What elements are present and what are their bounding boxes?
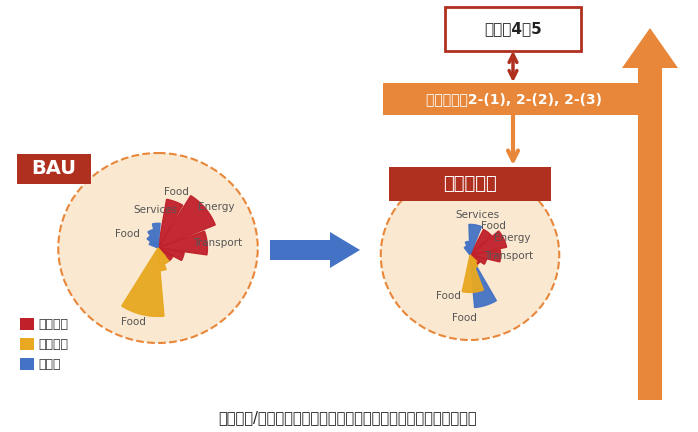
- Text: Food: Food: [481, 220, 505, 231]
- Bar: [20, 338, 34, 350]
- Polygon shape: [470, 250, 500, 262]
- Text: Food: Food: [115, 229, 140, 239]
- Polygon shape: [148, 230, 158, 248]
- Text: サブテーマ2-(1), 2-(2), 2-(3): サブテーマ2-(1), 2-(2), 2-(3): [426, 92, 602, 106]
- Polygon shape: [470, 229, 491, 255]
- Text: Transport: Transport: [484, 251, 534, 261]
- Polygon shape: [470, 255, 487, 264]
- Polygon shape: [469, 224, 482, 255]
- Polygon shape: [152, 223, 160, 248]
- Polygon shape: [158, 231, 207, 255]
- Polygon shape: [622, 28, 678, 400]
- Polygon shape: [147, 236, 158, 248]
- Text: Food: Food: [452, 313, 477, 323]
- Text: Services: Services: [133, 205, 177, 215]
- Text: 土地利用: 土地利用: [38, 337, 68, 350]
- Polygon shape: [158, 199, 183, 248]
- Ellipse shape: [380, 170, 559, 340]
- Text: Food: Food: [121, 317, 147, 327]
- Polygon shape: [470, 255, 478, 267]
- FancyBboxPatch shape: [383, 83, 645, 115]
- Bar: [20, 358, 34, 370]
- Polygon shape: [158, 248, 169, 264]
- Text: Food: Food: [436, 291, 461, 301]
- Bar: [20, 318, 34, 330]
- Polygon shape: [270, 232, 360, 268]
- Text: Energy: Energy: [494, 233, 530, 243]
- Polygon shape: [158, 248, 173, 260]
- Text: 気候変動: 気候変動: [38, 318, 68, 330]
- Polygon shape: [158, 196, 215, 248]
- Text: Food: Food: [164, 187, 188, 197]
- Polygon shape: [158, 248, 184, 260]
- FancyBboxPatch shape: [445, 7, 581, 51]
- Polygon shape: [121, 248, 164, 316]
- Text: Services: Services: [455, 210, 499, 220]
- Polygon shape: [470, 255, 496, 308]
- Ellipse shape: [58, 153, 258, 343]
- Text: BAU: BAU: [31, 159, 77, 178]
- FancyBboxPatch shape: [389, 167, 551, 201]
- Text: テーマ4・5: テーマ4・5: [484, 22, 542, 36]
- Polygon shape: [158, 248, 166, 271]
- Polygon shape: [464, 246, 470, 255]
- FancyBboxPatch shape: [17, 154, 91, 184]
- Text: Transport: Transport: [193, 238, 242, 248]
- Polygon shape: [158, 248, 165, 257]
- Polygon shape: [470, 255, 477, 263]
- Text: 水資源: 水資源: [38, 358, 61, 371]
- Polygon shape: [462, 255, 484, 292]
- Polygon shape: [470, 231, 507, 255]
- Polygon shape: [470, 255, 480, 264]
- Polygon shape: [466, 241, 470, 255]
- Text: セクター/活動、要因別に鍵となるポイントをシナリオごとに特定: セクター/活動、要因別に鍵となるポイントをシナリオごとに特定: [218, 410, 477, 426]
- Text: 介入策導入: 介入策導入: [443, 175, 497, 193]
- Text: Energy: Energy: [198, 202, 235, 212]
- Polygon shape: [149, 242, 158, 248]
